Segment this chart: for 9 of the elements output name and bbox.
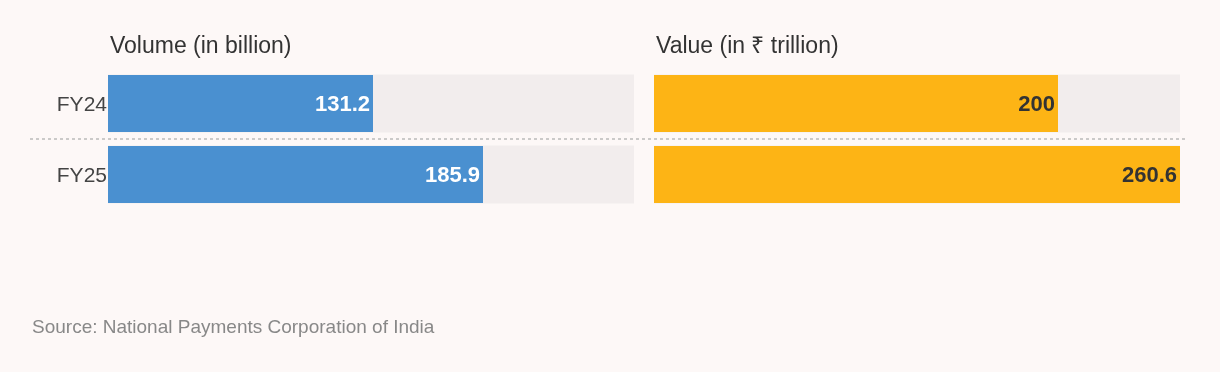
data-label: 131.2 <box>314 91 370 116</box>
data-label: 185.9 <box>424 162 480 187</box>
chart-title: Volume (in billion) <box>110 32 292 58</box>
data-label: 200 <box>1018 91 1055 116</box>
data-label: 260.6 <box>1121 162 1177 187</box>
y-tick-label: FY25 <box>56 162 107 186</box>
source-note: Source: National Payments Corporation of India <box>32 316 435 337</box>
chart-title: Value (in ₹ trillion) <box>656 32 839 58</box>
y-tick-label: FY24 <box>56 91 108 115</box>
